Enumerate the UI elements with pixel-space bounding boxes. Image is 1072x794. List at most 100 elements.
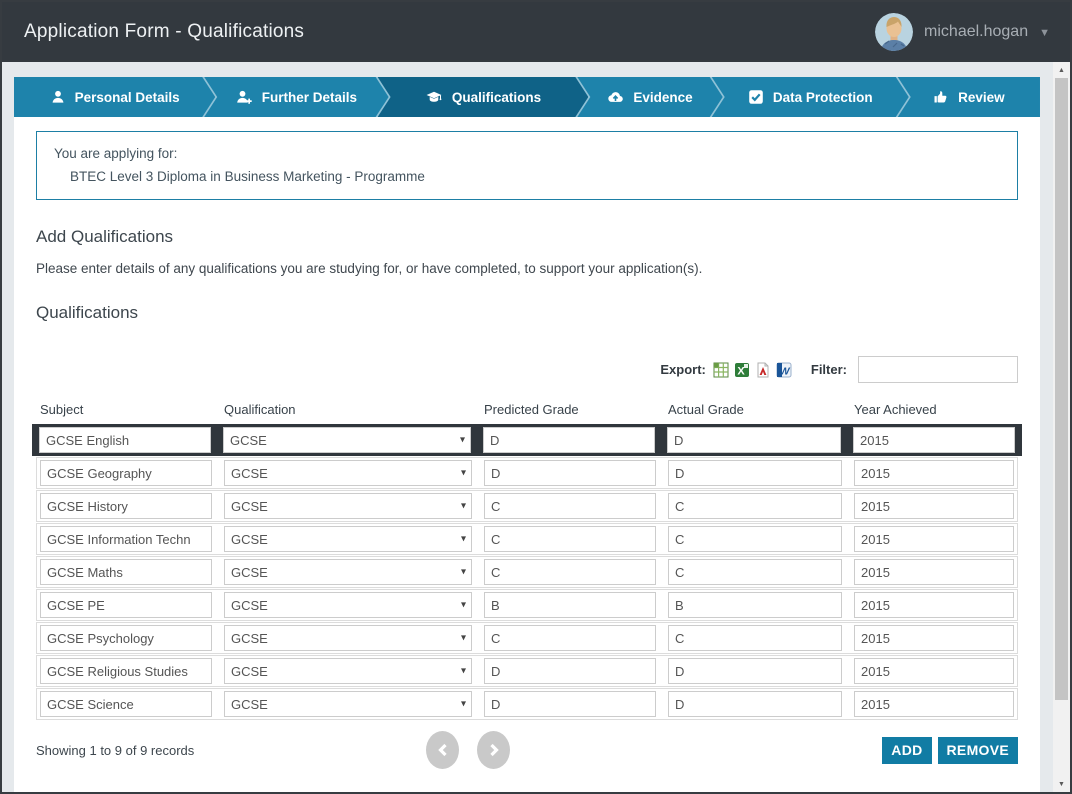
qualification-select[interactable]: GCSE <box>224 526 472 552</box>
year-achieved-input[interactable] <box>854 625 1014 651</box>
actual-grade-input[interactable] <box>668 526 842 552</box>
predicted-grade-input[interactable] <box>484 493 656 519</box>
qualification-select[interactable]: GCSE <box>224 559 472 585</box>
year-achieved-input[interactable] <box>854 460 1014 486</box>
thumbs-up-icon <box>934 91 947 103</box>
remove-button[interactable]: REMOVE <box>937 736 1018 764</box>
scroll-down-arrow[interactable]: ▼ <box>1058 780 1065 788</box>
predicted-grade-input[interactable] <box>484 592 656 618</box>
qualification-select-wrap: GCSE ▾ <box>224 691 472 717</box>
qualification-row[interactable]: GCSE ▾ <box>36 589 1018 621</box>
qualification-select-wrap: GCSE ▾ <box>224 658 472 684</box>
year-achieved-input[interactable] <box>854 526 1014 552</box>
year-achieved-input[interactable] <box>853 427 1015 453</box>
year-achieved-input[interactable] <box>854 658 1014 684</box>
add-qualifications-heading: Add Qualifications <box>36 227 174 246</box>
qualification-select-wrap: GCSE ▾ <box>224 592 472 618</box>
actual-grade-input[interactable] <box>668 493 842 519</box>
tab-data-protection[interactable]: Data Protection <box>712 77 909 117</box>
table-toolbar: Export: X W Filter: <box>36 356 1018 383</box>
csv-export-icon[interactable] <box>713 362 729 378</box>
subject-input[interactable] <box>40 658 212 684</box>
predicted-grade-input[interactable] <box>484 559 656 585</box>
qualification-select[interactable]: GCSE <box>224 460 472 486</box>
qualification-select-wrap: GCSE ▾ <box>224 526 472 552</box>
qualification-row-selected[interactable]: GCSE ▾ <box>32 424 1022 456</box>
year-achieved-input[interactable] <box>854 493 1014 519</box>
chevron-right-icon <box>489 743 499 757</box>
year-achieved-input[interactable] <box>854 691 1014 717</box>
actual-grade-input[interactable] <box>668 559 842 585</box>
user-menu[interactable]: michael.hogan ▼ <box>875 13 1050 51</box>
subject-input[interactable] <box>40 526 212 552</box>
tab-qualifications[interactable]: Qualifications <box>378 77 589 117</box>
subject-input[interactable] <box>40 625 212 651</box>
word-export-icon[interactable]: W <box>776 362 792 378</box>
actual-grade-input[interactable] <box>668 658 842 684</box>
qualification-select[interactable]: GCSE <box>224 691 472 717</box>
scrollbar-thumb[interactable] <box>1055 78 1068 700</box>
subject-input[interactable] <box>40 460 212 486</box>
year-achieved-input[interactable] <box>854 559 1014 585</box>
qualification-select[interactable]: GCSE <box>223 427 471 453</box>
qualification-select[interactable]: GCSE <box>224 658 472 684</box>
filter-label: Filter: <box>810 362 847 377</box>
tab-review[interactable]: Review <box>897 77 1040 117</box>
export-label: Export: <box>660 362 706 377</box>
person-plus-icon <box>236 89 253 105</box>
tab-label: Qualifications <box>451 89 542 105</box>
svg-text:X: X <box>737 365 745 377</box>
qualification-select-wrap: GCSE ▾ <box>224 559 472 585</box>
predicted-grade-input[interactable] <box>484 691 656 717</box>
qualification-select[interactable]: GCSE <box>224 592 472 618</box>
tab-further-details[interactable]: Further Details <box>204 77 388 117</box>
pagination <box>426 731 511 769</box>
pdf-export-icon[interactable] <box>755 362 771 378</box>
qualification-row[interactable]: GCSE ▾ <box>36 556 1018 588</box>
add-button[interactable]: ADD <box>882 736 932 764</box>
actual-grade-input[interactable] <box>667 427 841 453</box>
scroll-up-arrow[interactable]: ▲ <box>1058 66 1065 74</box>
tab-label: Evidence <box>633 89 693 105</box>
qualification-row[interactable]: GCSE ▾ <box>36 457 1018 489</box>
previous-page-button[interactable] <box>426 731 460 769</box>
year-achieved-input[interactable] <box>854 592 1014 618</box>
actual-grade-input[interactable] <box>668 625 842 651</box>
applying-for-box: You are applying for: BTEC Level 3 Diplo… <box>36 131 1018 200</box>
actual-grade-input[interactable] <box>668 460 842 486</box>
chevron-down-icon: ▼ <box>1039 27 1050 39</box>
tab-personal-details[interactable]: Personal Details <box>14 77 215 117</box>
person-icon <box>50 89 66 105</box>
actual-grade-input[interactable] <box>668 691 842 717</box>
qualification-row[interactable]: GCSE ▾ <box>36 490 1018 522</box>
actual-grade-input[interactable] <box>668 592 842 618</box>
subject-input[interactable] <box>40 592 212 618</box>
subject-input[interactable] <box>40 559 212 585</box>
tab-evidence[interactable]: Evidence <box>577 77 722 117</box>
qualification-row[interactable]: GCSE ▾ <box>36 688 1018 720</box>
app-header: Application Form - Qualifications michae… <box>2 2 1070 62</box>
predicted-grade-input[interactable] <box>483 427 655 453</box>
subject-input[interactable] <box>40 493 212 519</box>
subject-input[interactable] <box>39 427 211 453</box>
excel-export-icon[interactable]: X <box>734 362 750 378</box>
predicted-grade-input[interactable] <box>484 460 656 486</box>
tab-label: Data Protection <box>772 89 873 105</box>
next-page-button[interactable] <box>477 731 511 769</box>
filter-input[interactable] <box>858 356 1018 383</box>
qualification-select-wrap: GCSE ▾ <box>223 427 471 453</box>
qualification-select[interactable]: GCSE <box>224 625 472 651</box>
predicted-grade-input[interactable] <box>484 625 656 651</box>
qualification-row[interactable]: GCSE ▾ <box>36 622 1018 654</box>
predicted-grade-input[interactable] <box>484 526 656 552</box>
check-square-icon <box>748 89 764 105</box>
subject-input[interactable] <box>40 691 212 717</box>
applying-for-course: BTEC Level 3 Diploma in Business Marketi… <box>70 169 425 184</box>
qualification-row[interactable]: GCSE ▾ <box>36 655 1018 687</box>
predicted-grade-input[interactable] <box>484 658 656 684</box>
qualification-select[interactable]: GCSE <box>224 493 472 519</box>
tab-label: Further Details <box>261 89 358 105</box>
qualification-row[interactable]: GCSE ▾ <box>36 523 1018 555</box>
vertical-scrollbar[interactable]: ▲ ▼ <box>1053 62 1070 792</box>
qualification-select-wrap: GCSE ▾ <box>224 625 472 651</box>
